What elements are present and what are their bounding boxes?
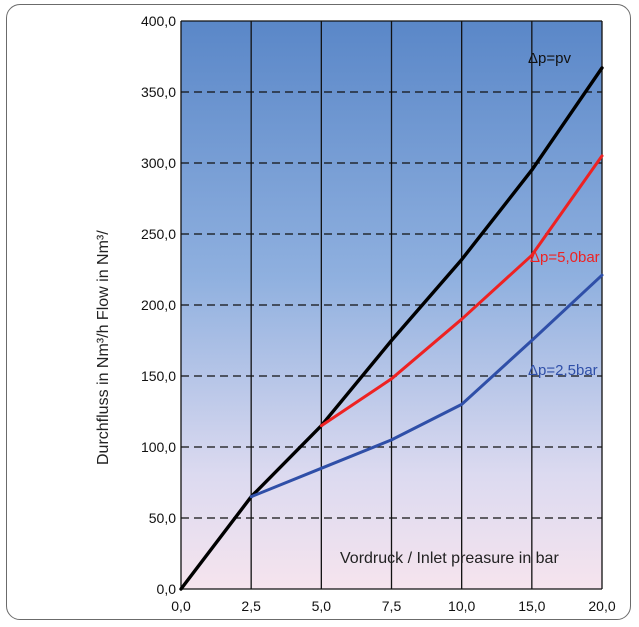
series-label-5bar: Δp=5,0bar [530, 249, 600, 266]
y-axis-title: Durchfluss in Nm³/h Flow in Nm³/ [95, 230, 112, 465]
x-tick-label: 20,0 [588, 598, 615, 614]
y-tick-label: 200,0 [141, 297, 176, 313]
x-tick-label: 10,0 [448, 598, 475, 614]
y-tick-label: 350,0 [141, 84, 176, 100]
x-tick-label: 5,0 [312, 598, 332, 614]
x-tick-label: 15,0 [518, 598, 545, 614]
series-label-pv: Δp=pv [528, 50, 571, 67]
y-tick-label: 50,0 [149, 510, 176, 526]
x-tick-label: 7,5 [382, 598, 402, 614]
y-tick-label: 150,0 [141, 368, 176, 384]
y-tick-label: 100,0 [141, 439, 176, 455]
series-label-2-5bar: Δp=2,5bar [528, 362, 598, 379]
y-tick-label: 300,0 [141, 155, 176, 171]
y-tick-label: 0,0 [157, 581, 177, 597]
y-tick-label: 400,0 [141, 13, 176, 29]
series-line-1 [319, 154, 604, 428]
x-axis-title: Vordruck / Inlet preasure in bar [340, 550, 559, 567]
y-tick-label: 250,0 [141, 226, 176, 242]
x-tick-label: 2,5 [241, 598, 261, 614]
x-tick-label: 0,0 [171, 598, 191, 614]
series-line-2 [249, 273, 604, 499]
